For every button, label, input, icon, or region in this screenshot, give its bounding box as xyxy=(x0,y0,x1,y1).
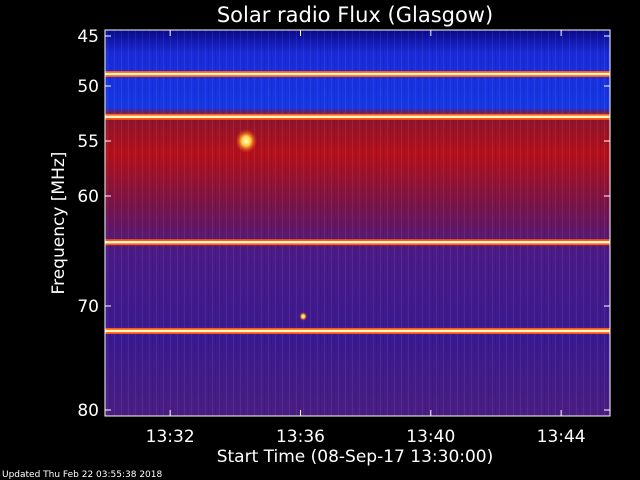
y-tick-label-50: 50 xyxy=(77,77,99,97)
bright-band-0 xyxy=(105,72,610,76)
chart-title: Solar radio Flux (Glasgow) xyxy=(217,3,493,27)
bright-band-3 xyxy=(105,329,610,333)
y-tick-label-45: 45 xyxy=(77,27,99,47)
plot-area: 45 50 55 60 70 80 13:32 13:36 13:40 13:44 xyxy=(77,27,611,447)
y-axis-label: Frequency [MHz] xyxy=(49,152,69,295)
y-tick-label-60: 60 xyxy=(77,187,99,207)
spectrogram-texture xyxy=(105,30,610,416)
x-tick-label-13:44: 13:44 xyxy=(537,427,586,447)
y-tick-label-55: 55 xyxy=(77,132,99,152)
bright-band-2 xyxy=(105,241,610,244)
x-tick-label-13:32: 13:32 xyxy=(146,427,195,447)
x-tick-label-13:36: 13:36 xyxy=(276,427,325,447)
x-tick-label-13:40: 13:40 xyxy=(406,427,455,447)
burst-event-0 xyxy=(235,128,258,154)
plot-frame xyxy=(104,29,611,417)
y-tick-label-80: 80 xyxy=(77,401,99,421)
bright-band-1 xyxy=(105,115,610,118)
x-axis-label: Start Time (08-Sep-17 13:30:00) xyxy=(217,447,494,467)
updated-timestamp: Updated Thu Feb 22 03:55:38 2018 xyxy=(2,470,163,480)
y-tick-label-70: 70 xyxy=(77,297,99,317)
burst-event-1 xyxy=(299,312,308,321)
